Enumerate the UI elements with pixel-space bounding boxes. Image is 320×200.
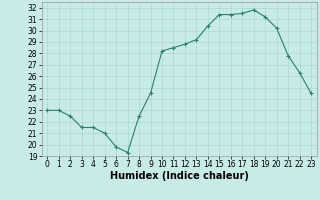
X-axis label: Humidex (Indice chaleur): Humidex (Indice chaleur) [110,171,249,181]
